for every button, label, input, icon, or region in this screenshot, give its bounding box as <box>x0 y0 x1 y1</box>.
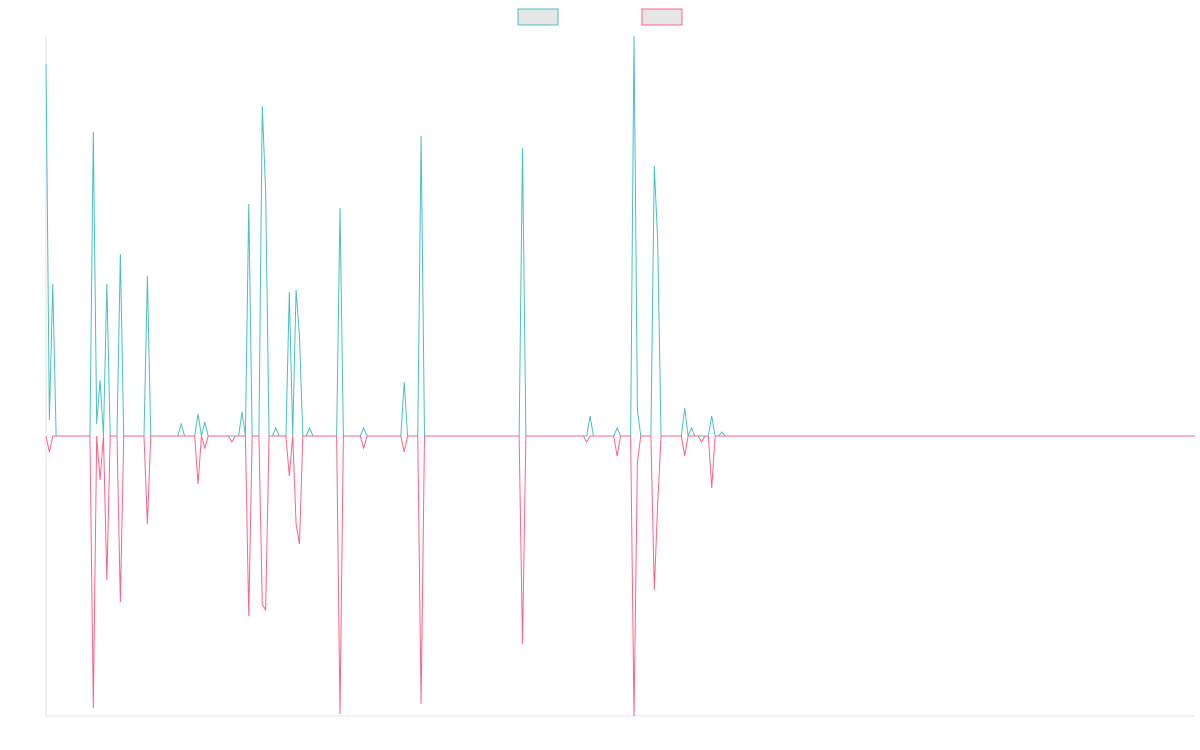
legend-swatch[interactable] <box>641 8 683 26</box>
series-line <box>45 435 1195 717</box>
series-line <box>45 35 1195 438</box>
legend-swatch[interactable] <box>517 8 559 26</box>
